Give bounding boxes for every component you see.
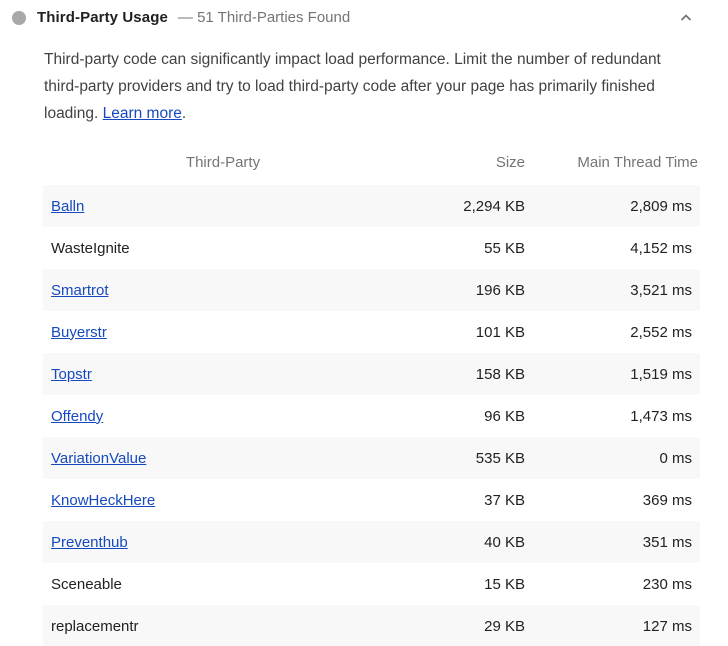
main-thread-time-cell: 2,552 ms: [630, 323, 692, 341]
size-cell: 37 KB: [484, 491, 525, 509]
main-thread-time-cell: 2,809 ms: [630, 197, 692, 215]
table-row: VariationValue 535 KB 0 ms: [43, 437, 700, 479]
audit-title: Third-Party Usage: [37, 9, 168, 26]
table-row: Smartrot 196 KB 3,521 ms: [43, 269, 700, 311]
audit-description: Third-party code can significantly impac…: [44, 46, 688, 127]
audit-subtitle: — 51 Third-Parties Found: [177, 9, 351, 26]
size-cell: 55 KB: [484, 239, 525, 257]
main-thread-time-cell: 230 ms: [642, 575, 692, 593]
third-party-link[interactable]: Topstr: [51, 365, 92, 383]
learn-more-link[interactable]: Learn more: [102, 105, 182, 122]
main-thread-time-cell: 1,473 ms: [630, 407, 692, 425]
third-party-link[interactable]: VariationValue: [51, 449, 147, 467]
third-party-link[interactable]: Preventhub: [51, 533, 128, 551]
column-header-main-thread-time: Main Thread Time: [577, 154, 698, 171]
main-thread-time-cell: 351 ms: [642, 533, 692, 551]
size-cell: 196 KB: [475, 281, 525, 299]
chevron-up-icon[interactable]: [678, 10, 694, 26]
third-party-link[interactable]: KnowHeckHere: [51, 491, 156, 509]
third-party-name: Sceneable: [51, 575, 122, 593]
size-cell: 158 KB: [475, 365, 525, 383]
third-party-link[interactable]: Balln: [51, 197, 85, 215]
column-header-third-party: Third-Party: [185, 154, 261, 171]
column-header-size: Size: [495, 154, 525, 171]
main-thread-time-cell: 127 ms: [642, 617, 692, 635]
size-cell: 535 KB: [475, 449, 525, 467]
main-thread-time-cell: 369 ms: [642, 491, 692, 509]
table-row: WasteIgnite 55 KB 4,152 ms: [43, 227, 700, 269]
size-cell: 2,294 KB: [463, 197, 525, 215]
table-row: Topstr 158 KB 1,519 ms: [43, 353, 700, 395]
third-party-link[interactable]: Smartrot: [51, 281, 109, 299]
main-thread-time-cell: 1,519 ms: [630, 365, 692, 383]
main-thread-time-cell: 0 ms: [659, 449, 692, 467]
table-row: replacementr 29 KB 127 ms: [43, 605, 700, 646]
third-party-link[interactable]: Offendy: [51, 407, 104, 425]
table-header-row: Third-Party Size Main Thread Time: [43, 154, 700, 185]
table-row: Buyerstr 101 KB 2,552 ms: [43, 311, 700, 353]
audit-header[interactable]: Third-Party Usage — 51 Third-Parties Fou…: [0, 0, 728, 32]
size-cell: 96 KB: [484, 407, 525, 425]
third-party-table: Third-Party Size Main Thread Time Balln …: [43, 154, 700, 646]
score-dot-icon: [12, 10, 26, 25]
table-row: KnowHeckHere 37 KB 369 ms: [43, 479, 700, 521]
table-row: Balln 2,294 KB 2,809 ms: [43, 185, 700, 227]
table-row: Offendy 96 KB 1,473 ms: [43, 395, 700, 437]
size-cell: 29 KB: [484, 617, 525, 635]
size-cell: 40 KB: [484, 533, 525, 551]
table-row: Sceneable 15 KB 230 ms: [43, 563, 700, 605]
description-suffix: .: [181, 105, 187, 122]
table-row: Preventhub 40 KB 351 ms: [43, 521, 700, 563]
size-cell: 15 KB: [484, 575, 525, 593]
third-party-name: replacementr: [51, 617, 139, 635]
description-text: Third-party code can significantly impac…: [44, 51, 661, 122]
size-cell: 101 KB: [475, 323, 525, 341]
third-party-name: WasteIgnite: [51, 239, 130, 257]
main-thread-time-cell: 3,521 ms: [630, 281, 692, 299]
main-thread-time-cell: 4,152 ms: [630, 239, 692, 257]
third-party-link[interactable]: Buyerstr: [51, 323, 107, 341]
